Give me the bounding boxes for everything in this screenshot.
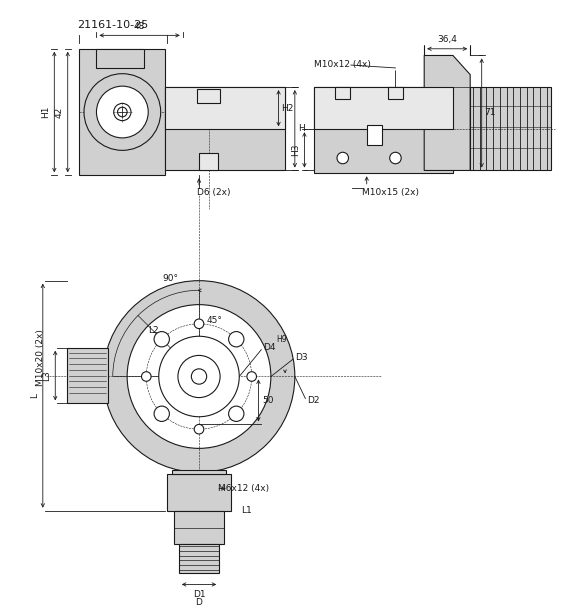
- Bar: [67, 348, 108, 403]
- Text: M6x12 (4x): M6x12 (4x): [218, 484, 269, 493]
- Text: M10x15 (2x): M10x15 (2x): [362, 188, 419, 197]
- Text: 50: 50: [262, 396, 274, 405]
- Bar: [470, 87, 551, 171]
- Text: H3: H3: [292, 143, 300, 155]
- Text: M10x20 (2x): M10x20 (2x): [37, 329, 45, 386]
- Text: D4: D4: [263, 343, 276, 352]
- Text: D3: D3: [295, 353, 307, 362]
- Circle shape: [247, 371, 257, 381]
- Text: 90°: 90°: [162, 274, 178, 283]
- Text: D1: D1: [193, 590, 205, 599]
- Bar: [367, 126, 382, 144]
- Text: H1: H1: [41, 106, 51, 118]
- Text: L: L: [30, 393, 39, 398]
- Bar: [165, 87, 285, 129]
- Circle shape: [154, 331, 169, 347]
- Text: 42: 42: [55, 106, 64, 118]
- Text: M10x12 (4x): M10x12 (4x): [314, 60, 371, 69]
- Circle shape: [118, 107, 127, 117]
- Text: H2: H2: [282, 104, 294, 113]
- Text: 21161-10-25: 21161-10-25: [77, 20, 148, 30]
- Circle shape: [159, 336, 239, 417]
- Bar: [388, 87, 403, 98]
- Circle shape: [113, 103, 131, 121]
- Circle shape: [229, 406, 244, 421]
- Text: L3: L3: [42, 370, 51, 381]
- Text: L1: L1: [241, 506, 252, 515]
- Bar: [172, 470, 226, 474]
- Bar: [314, 87, 453, 129]
- Circle shape: [191, 369, 207, 384]
- Text: 48: 48: [134, 22, 146, 30]
- Circle shape: [390, 152, 401, 164]
- Circle shape: [337, 152, 349, 164]
- Circle shape: [97, 86, 148, 138]
- Text: D6 (2x): D6 (2x): [197, 188, 230, 197]
- Text: D2: D2: [307, 396, 320, 405]
- Polygon shape: [424, 55, 470, 171]
- Bar: [335, 87, 350, 98]
- Text: 45°: 45°: [207, 316, 222, 325]
- Circle shape: [127, 305, 271, 449]
- Bar: [168, 474, 230, 510]
- Bar: [199, 153, 218, 171]
- Bar: [314, 87, 453, 174]
- Circle shape: [229, 331, 244, 347]
- Text: 36,4: 36,4: [437, 35, 457, 44]
- Circle shape: [103, 280, 295, 472]
- Bar: [179, 544, 219, 573]
- Bar: [97, 49, 144, 68]
- Circle shape: [194, 424, 204, 434]
- Text: H9: H9: [276, 335, 288, 344]
- Circle shape: [141, 371, 151, 381]
- Circle shape: [84, 73, 161, 151]
- Text: L2: L2: [148, 326, 158, 335]
- Bar: [197, 89, 220, 103]
- Text: 71: 71: [485, 109, 496, 118]
- Text: H: H: [298, 124, 304, 134]
- Bar: [165, 87, 285, 171]
- Circle shape: [154, 406, 169, 421]
- Text: D: D: [196, 598, 203, 607]
- Bar: [174, 510, 224, 544]
- Bar: [79, 49, 165, 175]
- Circle shape: [194, 319, 204, 328]
- Circle shape: [178, 356, 220, 398]
